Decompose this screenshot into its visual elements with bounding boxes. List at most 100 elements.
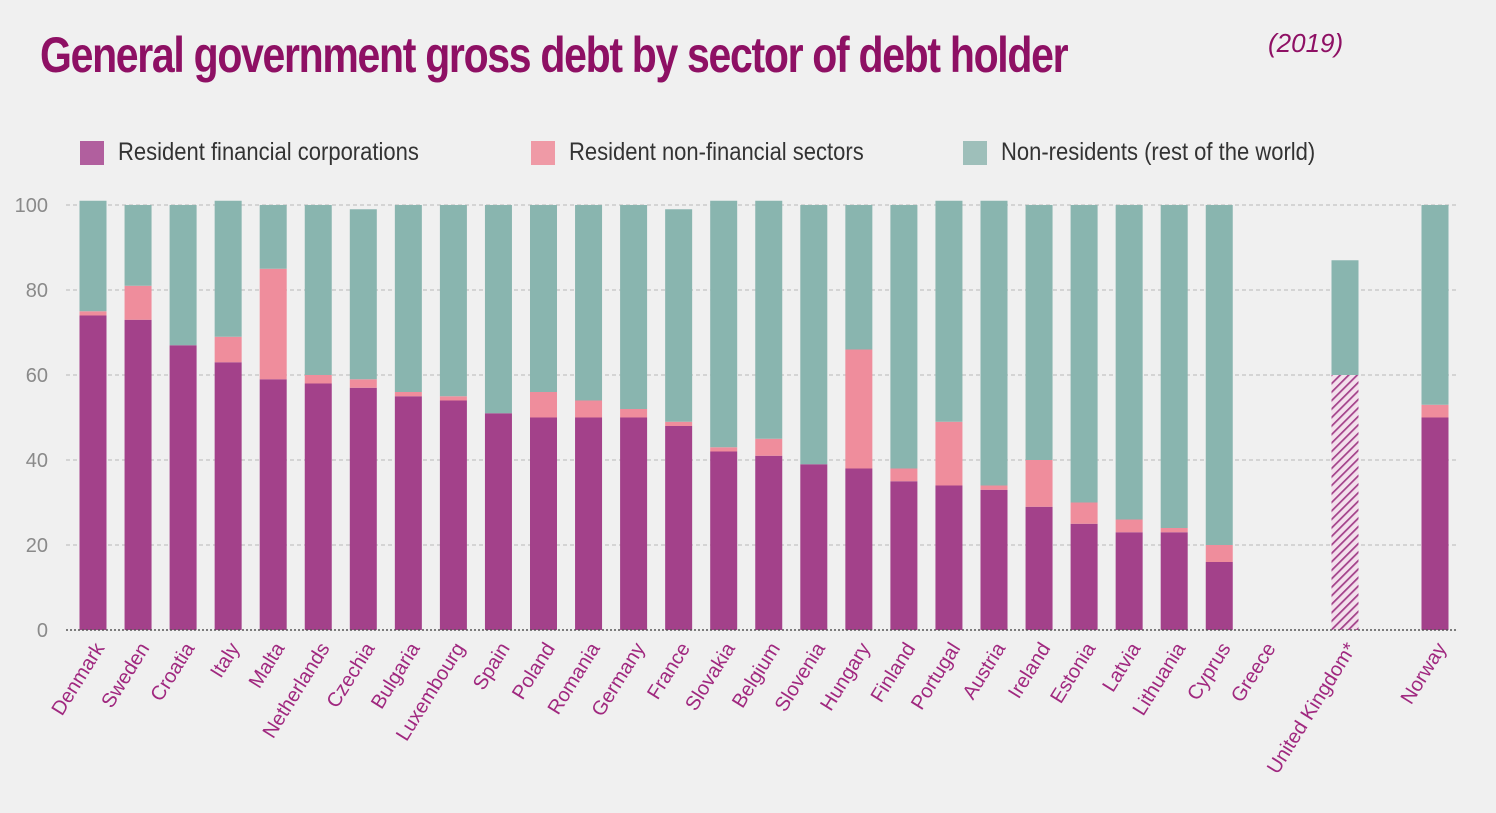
bar-finland-resident-financial-corporations <box>890 481 918 630</box>
bar-lithuania-resident-non-financial-sectors <box>1160 528 1188 533</box>
bar-netherlands-non-residents-rest-of-the-world <box>304 205 332 375</box>
bar-bulgaria-resident-financial-corporations <box>394 396 422 630</box>
bar-estonia-resident-financial-corporations <box>1070 523 1098 630</box>
bar-hungary-non-residents-rest-of-the-world <box>845 205 873 350</box>
y-tick-label-60: 60 <box>26 365 48 387</box>
bar-italy-non-residents-rest-of-the-world <box>214 200 242 337</box>
bar-malta-non-residents-rest-of-the-world <box>259 205 287 269</box>
bar-sweden-resident-financial-corporations <box>124 319 152 630</box>
bar-denmark-non-residents-rest-of-the-world <box>79 200 107 312</box>
legend-swatch-non-residents <box>963 141 987 165</box>
bar-germany-resident-non-financial-sectors <box>620 409 648 418</box>
bar-czechia-resident-financial-corporations <box>349 387 377 630</box>
bar-ireland-non-residents-rest-of-the-world <box>1025 205 1053 460</box>
bar-austria-resident-financial-corporations <box>980 489 1008 630</box>
bar-cyprus-resident-non-financial-sectors <box>1205 545 1233 562</box>
bar-belgium-resident-financial-corporations <box>755 455 783 630</box>
bar-latvia-resident-financial-corporations <box>1115 532 1143 630</box>
bar-estonia-resident-non-financial-sectors <box>1070 502 1098 524</box>
bar-slovenia-resident-financial-corporations <box>800 464 828 630</box>
bar-cyprus-non-residents-rest-of-the-world <box>1205 205 1233 545</box>
bar-belgium-non-residents-rest-of-the-world <box>755 200 783 439</box>
bar-czechia-resident-non-financial-sectors <box>349 379 377 388</box>
bar-austria-resident-non-financial-sectors <box>980 485 1008 490</box>
bar-norway-resident-financial-corporations <box>1421 417 1449 630</box>
bar-belgium-resident-non-financial-sectors <box>755 438 783 456</box>
bar-lithuania-non-residents-rest-of-the-world <box>1160 205 1188 528</box>
bar-denmark-resident-non-financial-sectors <box>79 311 107 316</box>
x-tick-label-united-kingdom: United Kingdom* <box>1263 639 1361 778</box>
bar-portugal-non-residents-rest-of-the-world <box>935 200 963 422</box>
y-tick-label-100: 100 <box>15 195 48 217</box>
y-axis-ticks: 0 20 40 60 80 100 <box>15 195 48 642</box>
bar-germany-non-residents-rest-of-the-world <box>620 205 648 409</box>
bar-austria-non-residents-rest-of-the-world <box>980 200 1008 486</box>
bar-france-non-residents-rest-of-the-world <box>665 209 693 422</box>
bar-ireland-resident-financial-corporations <box>1025 506 1053 630</box>
legend-label-resident-financial: Resident financial corporations <box>118 138 419 166</box>
bar-portugal-resident-non-financial-sectors <box>935 421 963 486</box>
x-tick-label-italy: Italy <box>206 639 244 682</box>
bar-spain-non-residents-rest-of-the-world <box>484 205 512 414</box>
chart-title: General government gross debt by sector … <box>40 26 1293 84</box>
bar-sweden-non-residents-rest-of-the-world <box>124 205 152 286</box>
bar-bulgaria-non-residents-rest-of-the-world <box>394 205 422 392</box>
bar-netherlands-resident-financial-corporations <box>304 383 332 630</box>
bar-slovakia-resident-non-financial-sectors <box>710 447 738 452</box>
bar-denmark-resident-financial-corporations <box>79 315 107 630</box>
x-tick-label-greece: Greece <box>1227 639 1280 706</box>
bar-latvia-non-residents-rest-of-the-world <box>1115 205 1143 520</box>
bar-bulgaria-resident-non-financial-sectors <box>394 392 422 397</box>
x-tick-label-denmark: Denmark <box>48 638 110 719</box>
x-tick-label-malta: Malta <box>245 638 290 692</box>
x-tick-label-latvia: Latvia <box>1098 638 1145 696</box>
bar-malta-resident-non-financial-sectors <box>259 268 287 380</box>
bar-netherlands-resident-non-financial-sectors <box>304 375 332 384</box>
bar-croatia-non-residents-rest-of-the-world <box>169 205 197 346</box>
bar-poland-non-residents-rest-of-the-world <box>530 205 557 392</box>
bar-malta-resident-financial-corporations <box>259 379 287 630</box>
x-tick-label-croatia: Croatia <box>147 638 200 705</box>
bar-romania-resident-financial-corporations <box>575 417 603 630</box>
bar-luxembourg-resident-financial-corporations <box>439 400 467 630</box>
y-tick-label-40: 40 <box>26 450 48 472</box>
bar-czechia-non-residents-rest-of-the-world <box>349 209 377 380</box>
legend-swatch-resident-nonfinancial <box>531 141 555 165</box>
y-tick-label-80: 80 <box>26 280 48 302</box>
bar-lithuania-resident-financial-corporations <box>1160 532 1188 630</box>
bar-poland-resident-financial-corporations <box>530 417 557 630</box>
bar-italy-resident-non-financial-sectors <box>214 336 242 363</box>
legend-label-resident-nonfinancial: Resident non-financial sectors <box>569 138 864 166</box>
chart-title-main: General government gross debt by sector … <box>40 27 1069 83</box>
bar-italy-resident-financial-corporations <box>214 362 242 630</box>
bar-cyprus-resident-financial-corporations <box>1205 562 1233 630</box>
bar-germany-resident-financial-corporations <box>620 417 648 630</box>
bar-croatia-resident-financial-corporations <box>169 345 197 630</box>
bar-slovenia-non-residents-rest-of-the-world <box>800 205 828 465</box>
chart-title-year: (2019) <box>1268 28 1344 58</box>
legend-label-non-residents: Non-residents (rest of the world) <box>1001 138 1316 166</box>
bar-france-resident-financial-corporations <box>665 426 693 630</box>
bar-estonia-non-residents-rest-of-the-world <box>1070 205 1098 503</box>
bar-portugal-resident-financial-corporations <box>935 485 963 630</box>
bar-latvia-resident-non-financial-sectors <box>1115 519 1143 533</box>
bar-luxembourg-resident-non-financial-sectors <box>439 396 467 401</box>
bar-sweden-resident-non-financial-sectors <box>124 285 152 320</box>
x-tick-label-spain: Spain <box>469 639 515 694</box>
bar-united-kingdom-non-residents-rest-of-the-world <box>1331 260 1359 375</box>
bar-norway-resident-non-financial-sectors <box>1421 404 1449 418</box>
bar-finland-non-residents-rest-of-the-world <box>890 205 918 469</box>
x-tick-label-norway: Norway <box>1397 639 1452 708</box>
bar-slovakia-resident-financial-corporations <box>710 451 738 630</box>
bar-luxembourg-non-residents-rest-of-the-world <box>439 205 467 397</box>
bar-spain-resident-financial-corporations <box>484 413 512 630</box>
bars <box>79 200 1449 630</box>
bar-united-kingdom-resident-financial-corporations <box>1331 375 1359 630</box>
bar-slovakia-non-residents-rest-of-the-world <box>710 200 738 448</box>
bar-france-resident-non-financial-sectors <box>665 421 693 426</box>
legend-swatch-resident-financial <box>80 141 104 165</box>
y-tick-label-0: 0 <box>37 620 48 642</box>
bar-ireland-resident-non-financial-sectors <box>1025 460 1053 507</box>
